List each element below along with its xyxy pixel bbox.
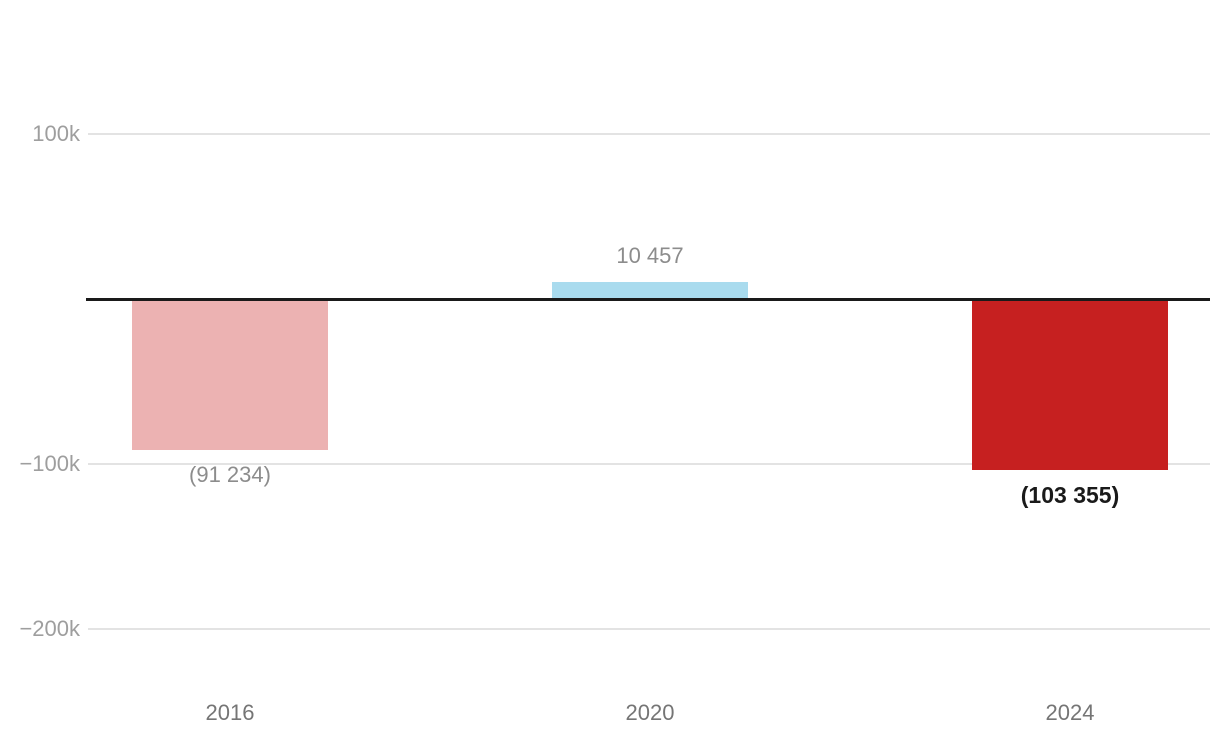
gridline-100k: [88, 133, 1210, 135]
gridline-minus-200k: [88, 628, 1210, 630]
y-axis-tick-minus-200k: −200k: [19, 616, 80, 641]
x-axis-label-2020: 2020: [625, 700, 675, 725]
value-label-2024: (103 355): [1020, 481, 1120, 508]
gridline-minus-100k: [88, 463, 1210, 465]
bar-2020[interactable]: [552, 281, 748, 299]
bar-2016[interactable]: [132, 299, 328, 450]
bar-2024[interactable]: [972, 299, 1168, 470]
y-axis-tick-minus-100k: −100k: [19, 451, 80, 476]
y-axis-tick-100k: 100k: [32, 121, 80, 146]
x-axis-label-2024: 2024: [1045, 700, 1095, 725]
x-axis-label-2016: 2016: [205, 700, 255, 725]
zero-axis-line: [86, 298, 1210, 301]
value-label-2016: (91 234): [189, 461, 271, 487]
value-label-2020: 10 457: [616, 242, 684, 268]
